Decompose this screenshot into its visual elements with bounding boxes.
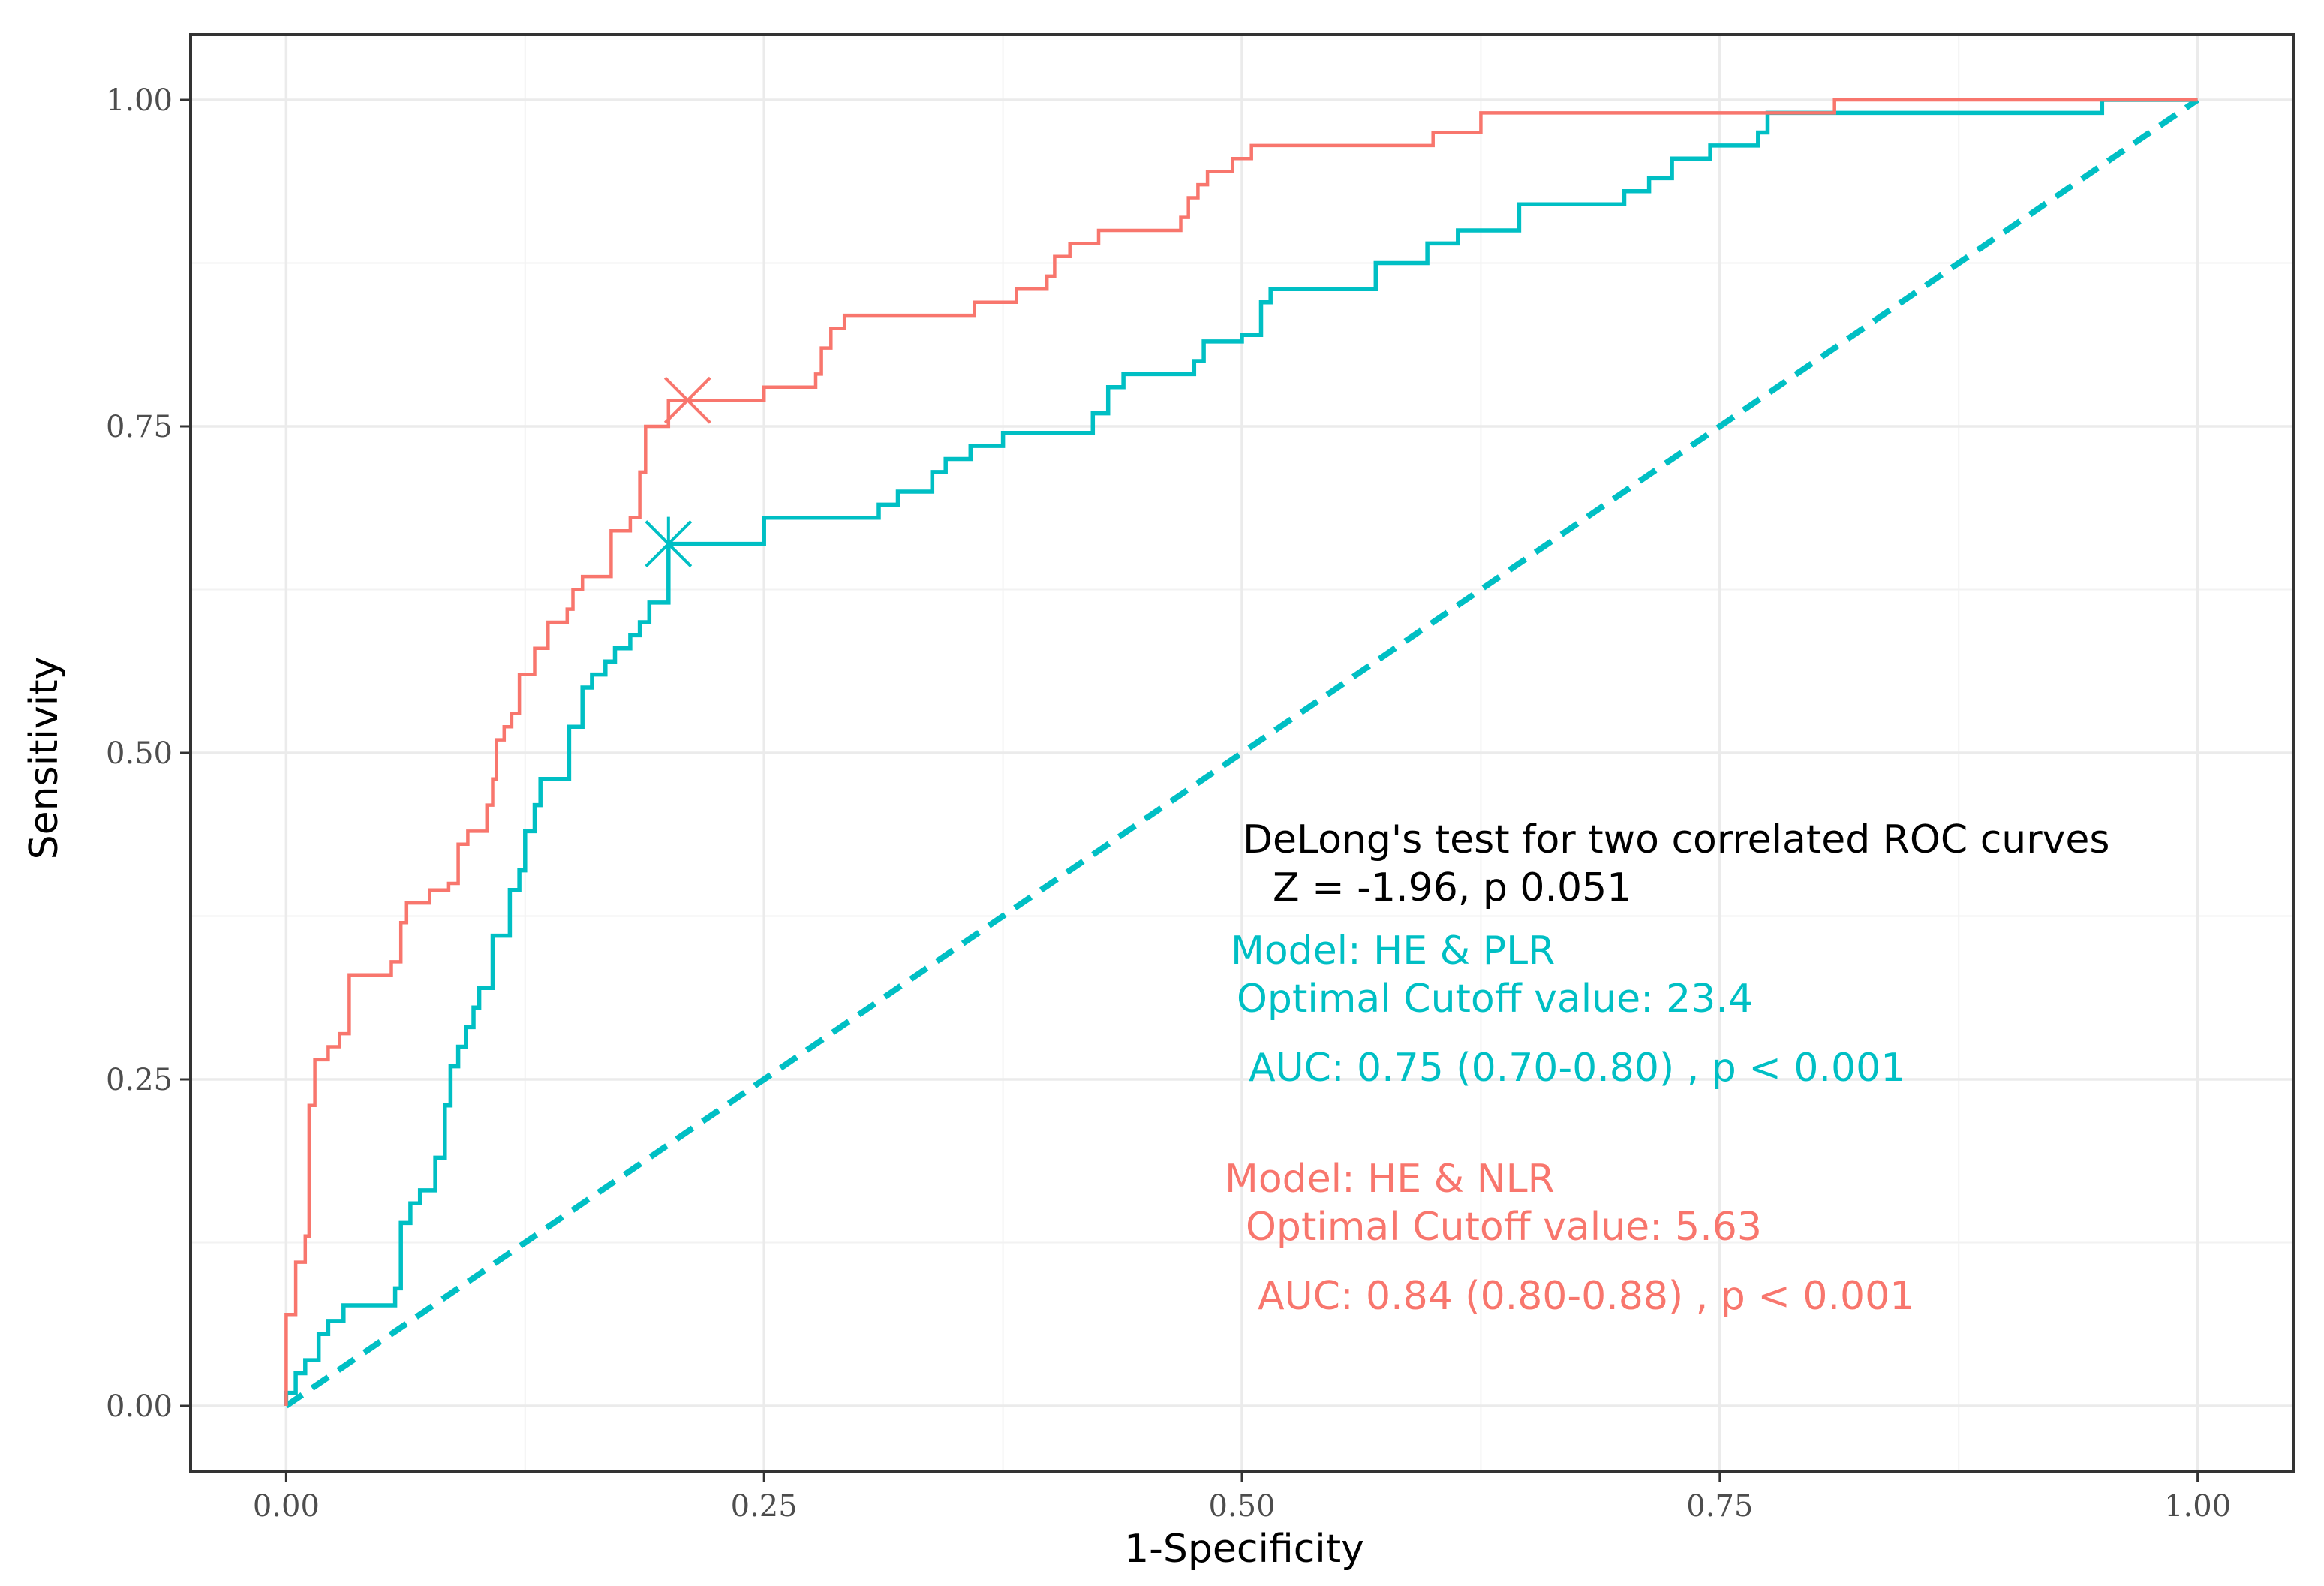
nlr-optimal-point-marker — [663, 376, 711, 424]
delong-test-statistic: Z = -1.96, p 0.051 — [1273, 865, 1631, 910]
x-tick-label: 0.25 — [731, 1489, 798, 1524]
major-gridlines — [191, 35, 2293, 1471]
x-tick-label: 0.50 — [1208, 1489, 1275, 1524]
plr-cutoff-label: Optimal Cutoff value: 23.4 — [1237, 977, 1753, 1022]
x-tick-label: 0.00 — [253, 1489, 320, 1524]
y-tick-label: 1.00 — [106, 83, 173, 118]
plr-model-label: Model: HE & PLR — [1231, 928, 1555, 974]
nlr-cutoff-label: Optimal Cutoff value: 5.63 — [1246, 1205, 1762, 1250]
y-tick-label: 0.25 — [106, 1063, 173, 1097]
plr-optimal-point-marker — [645, 516, 693, 571]
nlr-model-label: Model: HE & NLR — [1225, 1157, 1555, 1202]
plr-auc-label: AUC: 0.75 (0.70-0.80) , p < 0.001 — [1249, 1046, 1905, 1091]
reference-diagonal-line — [284, 97, 2199, 1409]
plr-roc-curve — [284, 98, 2198, 1406]
y-tick-label: 0.00 — [106, 1389, 173, 1424]
delong-test-title: DeLong's test for two correlated ROC cur… — [1243, 817, 2109, 862]
x-axis-title: 1-Specificity — [1124, 1527, 1364, 1572]
nlr-auc-label: AUC: 0.84 (0.80-0.88) , p < 0.001 — [1258, 1274, 1914, 1319]
x-axis-ticks: 0.00 0.25 0.50 0.75 1.00 — [253, 1471, 2231, 1524]
nlr-roc-curve — [284, 98, 2198, 1406]
x-tick-label: 0.75 — [1686, 1489, 1753, 1524]
x-tick-label: 1.00 — [2164, 1489, 2231, 1524]
y-tick-label: 0.50 — [106, 736, 173, 771]
marker-stroke — [663, 376, 711, 424]
y-axis-title: Sensitivity — [22, 657, 67, 860]
y-axis-ticks: 0.00 0.25 0.50 0.75 1.00 — [106, 83, 191, 1424]
y-tick-label: 0.75 — [106, 410, 173, 444]
